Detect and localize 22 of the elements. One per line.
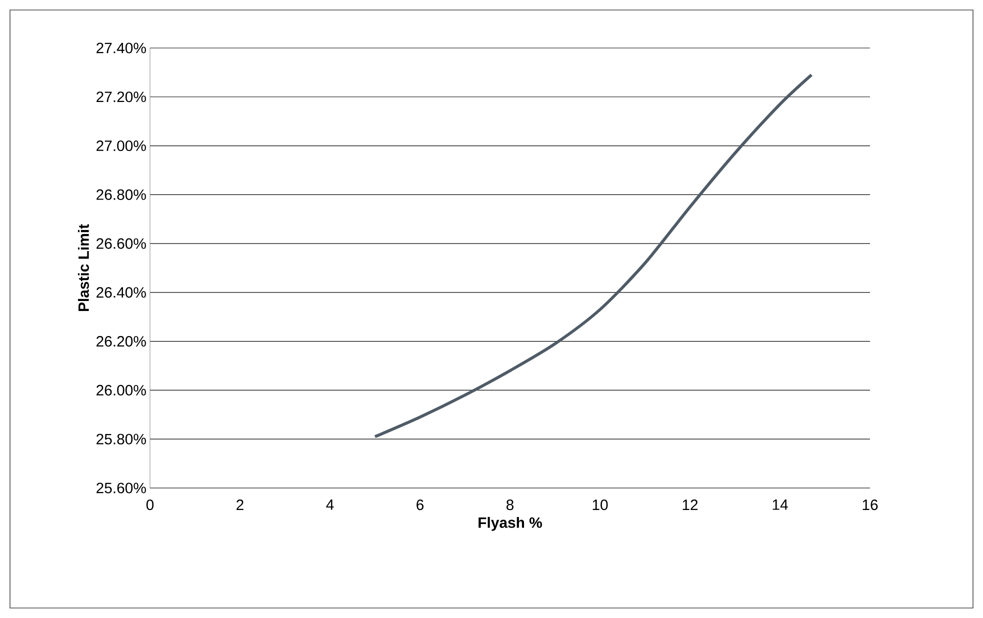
- y-tick-label: 27.20%: [96, 92, 146, 102]
- x-tick-label: 0: [146, 500, 154, 510]
- x-tick-label: 2: [236, 500, 244, 510]
- x-tick-label: 14: [772, 500, 788, 510]
- x-tick-label: 6: [416, 500, 424, 510]
- y-tick-label: 26.60%: [96, 238, 146, 249]
- x-tick-label: 10: [592, 500, 608, 510]
- y-tick-label: 25.80%: [96, 434, 146, 444]
- y-tick-label: 25.60%: [96, 482, 146, 494]
- x-axis-title: Flyash %: [478, 516, 542, 531]
- x-tick-label: 4: [326, 500, 334, 510]
- x-tick-label: 8: [506, 500, 514, 510]
- y-tick-label: 27.40%: [96, 42, 146, 54]
- x-tick-label: 16: [862, 500, 878, 510]
- line-series: [374, 73, 813, 438]
- y-tick-label: 26.00%: [96, 384, 146, 396]
- y-tick-label: 26.80%: [96, 189, 146, 200]
- x-tick-label: 12: [682, 500, 698, 510]
- y-tick-label: 27.00%: [96, 140, 146, 152]
- y-tick-label: 26.20%: [96, 336, 146, 347]
- y-tick-label: 26.40%: [96, 287, 146, 298]
- y-axis-title: Plastic Limit: [78, 224, 89, 312]
